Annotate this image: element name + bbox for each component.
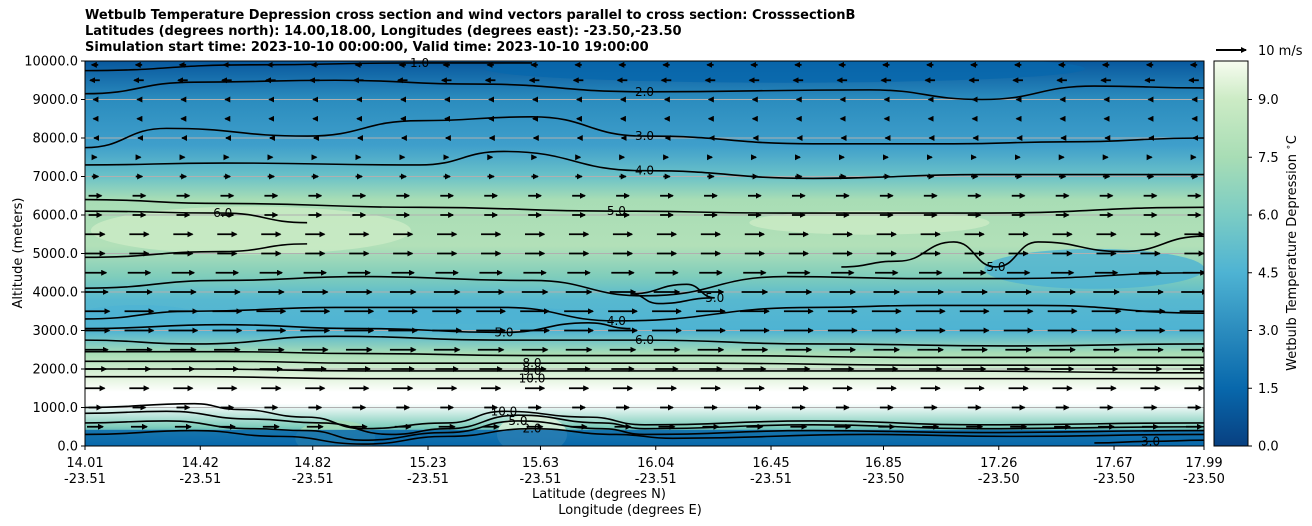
x-tick-label-lat: 16.04	[637, 456, 674, 471]
contour-label: 5.0	[986, 260, 1005, 274]
contour-line	[85, 427, 1204, 445]
x-axis: 14.01-23.5114.42-23.5114.82-23.5115.23-2…	[64, 446, 1225, 487]
contour-line	[85, 410, 1204, 436]
contour-line	[85, 150, 1204, 180]
x-tick-label-lon: -23.51	[635, 472, 677, 487]
contour-label: 5.0	[508, 414, 527, 428]
contour-label: 10.0	[519, 372, 546, 386]
x-tick-label-lon: -23.50	[1183, 472, 1225, 487]
shade-patch	[90, 206, 411, 255]
colorbar-tick-label: 1.5	[1258, 382, 1279, 397]
contour-line	[630, 283, 715, 305]
shade-patch	[365, 306, 586, 325]
colorbar-tick-label: 7.5	[1258, 151, 1279, 166]
contour-line	[1094, 439, 1204, 444]
surface-band	[85, 429, 1204, 446]
y-tick-label: 8000.0	[33, 132, 79, 147]
contour-label: 3.0	[1141, 434, 1160, 448]
x-tick-label-lon: -23.50	[1093, 472, 1135, 487]
x-axis-label-lat: Latitude (degrees N)	[532, 487, 666, 502]
x-tick-label-lat: 16.45	[752, 456, 789, 471]
x-tick-label-lat: 14.82	[294, 456, 331, 471]
contour-label: 2.0	[635, 85, 654, 99]
y-tick-label: 6000.0	[33, 209, 79, 224]
y-axis-label: Altitude (meters)	[11, 198, 26, 309]
contour-line	[85, 420, 1204, 442]
y-tick-label: 3000.0	[33, 324, 79, 339]
title-line-2: Latitudes (degrees north): 14.00,18.00, …	[85, 24, 682, 39]
contour-lines	[85, 62, 1204, 445]
contour-label: 5.0	[607, 204, 626, 218]
contour-label: 9.0	[522, 364, 541, 378]
title-line-1: Wetbulb Temperature Depression cross sec…	[85, 8, 856, 23]
contour-line	[841, 235, 1204, 268]
contour-label: 4.0	[607, 314, 626, 328]
colorbar-ticks: 0.0 1.5 3.0 4.5 6.0 7.5 9.0	[1248, 93, 1279, 455]
contour-line	[85, 335, 1204, 347]
y-axis: 0.0 1000.0 2000.0 3000.0 4000.0 5000.0 6000.0 7…	[24, 55, 85, 455]
colorbar-label: Wetbulb Temperature Depression ∘C	[1284, 135, 1300, 371]
x-tick-label-lat: 14.42	[182, 456, 219, 471]
x-tick-label-lon: -23.51	[64, 472, 106, 487]
colorbar	[1213, 60, 1249, 447]
y-tick-label: 1000.0	[33, 401, 79, 416]
contour-label: 5.0	[494, 325, 513, 339]
y-tick-label: 4000.0	[33, 286, 79, 301]
colorbar-tick-label: 6.0	[1258, 209, 1279, 224]
x-axis-label-lon: Longitude (degrees E)	[558, 503, 702, 518]
x-tick-label-lon: -23.51	[520, 472, 562, 487]
y-tick-label: 0.0	[57, 440, 78, 455]
contour-line	[85, 402, 1204, 430]
x-tick-label-lat: 17.99	[1185, 456, 1222, 471]
contour-label: 2.0	[522, 422, 541, 436]
contour-line	[85, 198, 1204, 214]
contour-line	[85, 116, 1204, 149]
y-tick-label: 2000.0	[33, 363, 79, 378]
contour-line	[85, 62, 533, 72]
wind-key-label: 10 m/s	[1258, 44, 1303, 59]
x-tick-label-lat: 17.26	[980, 456, 1017, 471]
x-tick-label-lon: -23.51	[179, 472, 221, 487]
contour-line	[85, 304, 1204, 322]
x-tick-label-lat: 16.85	[865, 456, 902, 471]
y-tick-label: 5000.0	[33, 247, 79, 262]
x-tick-label-lat: 17.67	[1095, 456, 1132, 471]
contour-line	[85, 243, 308, 259]
shade-patch	[749, 210, 990, 235]
title-line-3: Simulation start time: 2023-10-10 00:00:…	[85, 40, 649, 55]
x-tick-label-lon: -23.50	[863, 472, 905, 487]
contour-line	[85, 375, 1204, 380]
x-tick-label-lat: 14.01	[66, 456, 103, 471]
contour-label: 6.0	[635, 333, 654, 347]
x-tick-label-lon: -23.50	[978, 472, 1020, 487]
contour-line	[85, 321, 631, 334]
colorbar-tick-label: 9.0	[1258, 93, 1279, 108]
contour-label: 6.0	[213, 206, 232, 220]
contour-label: 3.0	[635, 129, 654, 143]
shade-patch	[485, 61, 1085, 83]
chart-title: Wetbulb Temperature Depression cross sec…	[85, 8, 855, 56]
x-tick-label-lat: 15.63	[522, 456, 559, 471]
y-tick-label: 9000.0	[33, 93, 79, 108]
y-tick-label: 7000.0	[33, 170, 79, 185]
contour-label: 8.0	[522, 356, 541, 370]
contour-label: 4.0	[635, 164, 654, 178]
contour-line	[85, 79, 1204, 101]
contour-line	[85, 271, 1204, 297]
colorbar-tick-label: 0.0	[1258, 440, 1279, 455]
contour-line	[85, 210, 308, 224]
contour-line	[85, 360, 1204, 366]
y-tick-label: 10000.0	[24, 55, 78, 70]
colorbar-tick-label: 4.5	[1258, 266, 1279, 281]
contour-label: 1.0	[410, 56, 429, 70]
x-tick-label-lon: -23.51	[407, 472, 449, 487]
x-tick-label-lat: 15.23	[409, 456, 446, 471]
x-tick-label-lon: -23.51	[750, 472, 792, 487]
wind-vectors	[85, 61, 1204, 430]
colorbar-tick-label: 3.0	[1258, 324, 1279, 339]
x-tick-label-lon: -23.51	[292, 472, 334, 487]
contour-labels: 1.0 2.0 3.0 4.0 5.0 6.0 5.0 5.0 4.0 5.0 6.0 8.09.01…	[213, 56, 1160, 448]
